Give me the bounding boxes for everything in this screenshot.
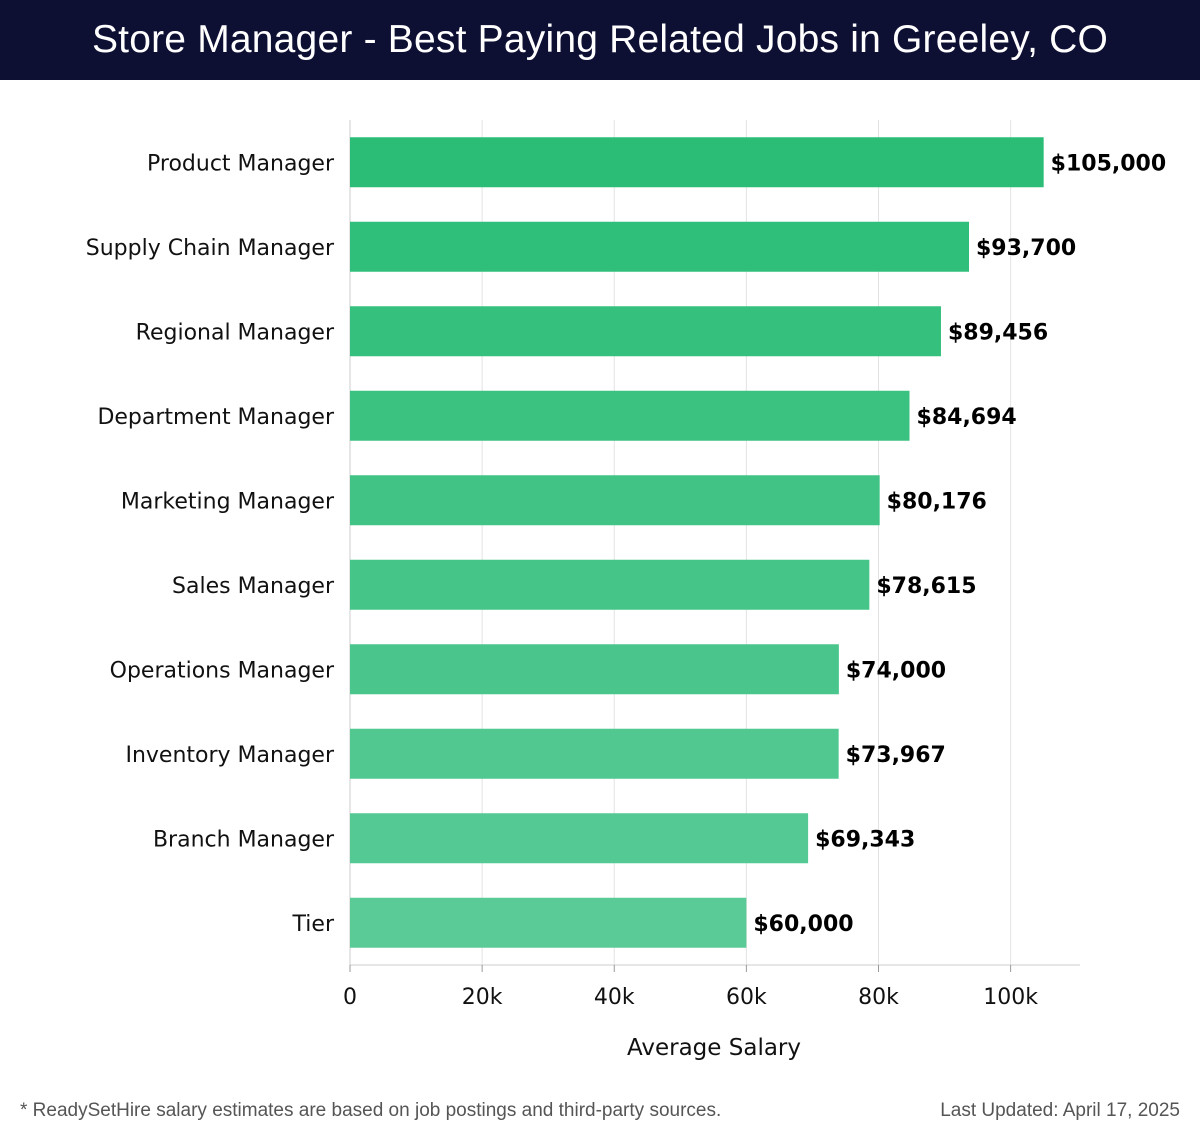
bar: [350, 897, 747, 948]
chart-header: Store Manager - Best Paying Related Jobs…: [0, 0, 1200, 80]
x-tick-label: 0: [343, 985, 357, 1010]
x-tick-label: 40k: [594, 985, 635, 1010]
category-label: Regional Manager: [136, 320, 335, 345]
value-label: $60,000: [753, 912, 853, 937]
x-axis-label: Average Salary: [627, 1035, 801, 1061]
value-label: $89,456: [948, 320, 1048, 345]
value-label: $78,615: [876, 574, 976, 599]
bar: [350, 559, 870, 610]
category-label: Operations Manager: [110, 658, 335, 683]
bar: [350, 221, 970, 272]
chart-title: Store Manager - Best Paying Related Jobs…: [91, 18, 1109, 61]
bar: [350, 306, 941, 357]
x-tick-label: 100k: [983, 985, 1038, 1010]
bar: [350, 728, 839, 779]
category-label: Branch Manager: [153, 827, 335, 852]
x-tick-label: 80k: [858, 985, 899, 1010]
value-labels: $105,000 $93,700 $89,456 $84,694 $80,176 $78,…: [753, 151, 1166, 937]
value-label: $80,176: [887, 489, 987, 514]
bar: [350, 475, 880, 526]
category-label: Marketing Manager: [121, 489, 335, 514]
value-label: $74,000: [846, 658, 946, 683]
bar: [350, 644, 839, 695]
bars: [350, 137, 1044, 948]
bar: [350, 390, 910, 441]
x-axis-ticks: 0 20k 40k 60k 80k 100k: [343, 965, 1038, 1010]
category-label: Inventory Manager: [125, 743, 334, 768]
x-tick-label: 60k: [726, 985, 767, 1010]
category-label: Supply Chain Manager: [86, 236, 335, 261]
category-label: Tier: [292, 912, 335, 937]
value-label: $69,343: [815, 827, 915, 852]
footer-note: * ReadySetHire salary estimates are base…: [20, 1100, 722, 1121]
value-label: $73,967: [846, 743, 946, 768]
x-tick-label: 20k: [462, 985, 503, 1010]
category-labels: Product Manager Supply Chain Manager Regio…: [86, 151, 335, 937]
value-label: $105,000: [1051, 151, 1167, 176]
category-label: Sales Manager: [172, 574, 335, 599]
bar: [350, 137, 1044, 188]
value-label: $84,694: [917, 405, 1017, 430]
footer-updated: Last Updated: April 17, 2025: [940, 1100, 1180, 1121]
category-label: Product Manager: [147, 151, 335, 176]
value-label: $93,700: [976, 236, 1076, 261]
category-label: Department Manager: [97, 405, 335, 430]
bar: [350, 813, 809, 864]
